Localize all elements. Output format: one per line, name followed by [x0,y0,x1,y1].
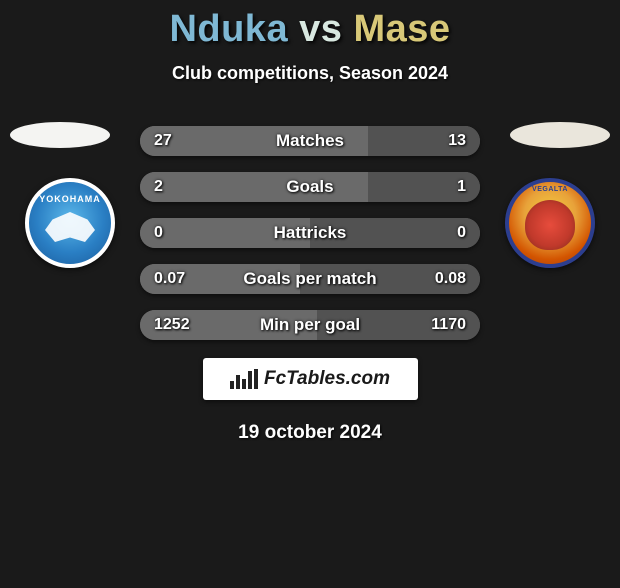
stat-row: 2Goals1 [140,172,480,202]
team-b-crest: VEGALTA [505,178,595,268]
team-a-crest: YOKOHAMA [25,178,115,268]
stat-value-right: 0.08 [406,270,466,288]
stat-label: Matches [214,131,406,151]
player-a-name: Nduka [169,8,288,50]
team-badge-right: VEGALTA [500,173,600,273]
stat-label: Goals per match [214,269,406,289]
branding-badge: FcTables.com [203,358,418,400]
stat-value-right: 13 [406,132,466,150]
team-a-crest-label: YOKOHAMA [29,194,111,204]
bar-chart-icon [230,369,258,389]
left-shadow-oval [10,122,110,148]
right-shadow-oval [510,122,610,148]
comparison-title: Nduka vs Mase [0,8,620,51]
stat-value-left: 27 [154,132,214,150]
stat-label: Min per goal [214,315,406,335]
player-b-name: Mase [353,8,450,50]
stat-row: 0.07Goals per match0.08 [140,264,480,294]
team-badge-left: YOKOHAMA [20,173,120,273]
stat-label: Hattricks [214,223,406,243]
date-label: 19 october 2024 [0,422,620,444]
stats-table: 27Matches13 2Goals1 0Hattricks0 0.07Goals p… [140,126,480,340]
stat-value-left: 0.07 [154,270,214,288]
title-vs: vs [299,8,342,50]
stat-row: 27Matches13 [140,126,480,156]
team-b-crest-icon [525,200,575,250]
content-area: YOKOHAMA VEGALTA 27Matches13 2Goals1 0Hatt… [0,126,620,444]
stat-value-right: 0 [406,224,466,242]
subtitle: Club competitions, Season 2024 [0,63,620,84]
team-a-crest-icon [45,212,95,242]
stat-row: 0Hattricks0 [140,218,480,248]
stat-value-right: 1170 [406,316,466,334]
stat-value-left: 2 [154,178,214,196]
stat-value-left: 0 [154,224,214,242]
team-b-crest-label: VEGALTA [532,186,568,193]
stat-value-left: 1252 [154,316,214,334]
branding-text: FcTables.com [264,368,390,390]
stat-value-right: 1 [406,178,466,196]
stat-row: 1252Min per goal1170 [140,310,480,340]
stat-label: Goals [214,177,406,197]
